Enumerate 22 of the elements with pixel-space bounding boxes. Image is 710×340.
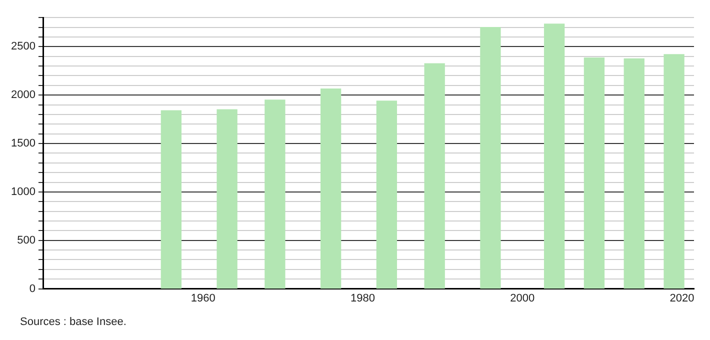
x-tick-label: 1960 bbox=[190, 292, 216, 304]
bar bbox=[424, 63, 445, 289]
x-tick-label: 2020 bbox=[670, 292, 694, 304]
y-tick-label: 0 bbox=[29, 282, 36, 295]
bar bbox=[480, 26, 501, 289]
bar bbox=[584, 57, 605, 289]
y-tick-label: 1500 bbox=[10, 138, 36, 150]
bar bbox=[544, 24, 565, 289]
y-tick-label: 2500 bbox=[10, 40, 36, 53]
bar bbox=[320, 88, 342, 289]
y-tick-label: 1000 bbox=[10, 186, 36, 198]
x-tick-label: 1980 bbox=[350, 292, 375, 304]
bar bbox=[160, 110, 182, 289]
bar bbox=[624, 58, 644, 289]
y-tick-label: 2000 bbox=[10, 89, 36, 102]
source-note: Sources : base Insee. bbox=[20, 316, 128, 328]
bar bbox=[376, 100, 398, 289]
bar bbox=[264, 100, 286, 289]
y-tick-label: 500 bbox=[17, 234, 36, 246]
bar bbox=[664, 54, 684, 289]
bar bbox=[216, 109, 238, 289]
x-tick-label: 2000 bbox=[510, 292, 535, 304]
